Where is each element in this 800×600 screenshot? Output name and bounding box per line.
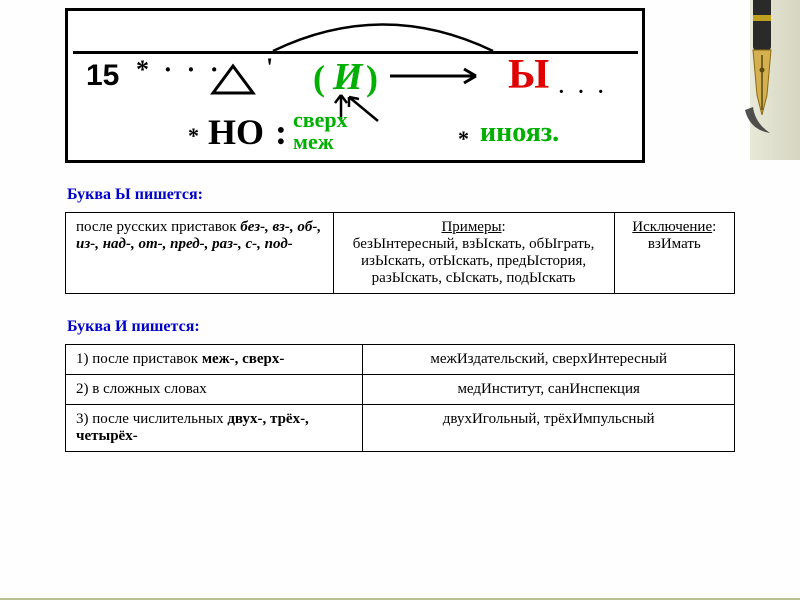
exception-label: Исключение xyxy=(632,219,712,235)
rule-prefix: 2) в сложных словах xyxy=(76,381,207,397)
arrow-right-icon xyxy=(388,66,488,86)
exception-cell: Исключение: взИмать xyxy=(614,213,734,294)
star-1: * xyxy=(188,123,199,149)
rule-prefix: 3) после числительных xyxy=(76,411,227,427)
diagram-number: 15 xyxy=(86,59,119,93)
section1-title: Буква Ы пишется: xyxy=(67,186,735,204)
example-cell: межИздательский, сверхИнтересный xyxy=(363,345,735,375)
rule-cell: 3) после числительных двух-, трёх-, четы… xyxy=(66,405,363,452)
examples-cell: Примеры: безЫнтересный, взЫскать, обЫгра… xyxy=(333,213,614,294)
diagram-dots-2: · · · xyxy=(558,81,608,104)
star-2: * xyxy=(458,126,469,152)
mezh-word: меж xyxy=(293,131,334,153)
rule-cell: после русских приставок без-, вз-, об-, … xyxy=(66,213,334,294)
example-cell: двухИгольный, трёхИмпульсный xyxy=(363,405,735,452)
rule-prefix: 1) после приставок xyxy=(76,351,202,367)
no-colon: : xyxy=(275,111,287,153)
content-area: Буква Ы пишется: после русских приставок… xyxy=(65,180,735,452)
no-word: НО xyxy=(208,111,264,153)
table-i: 1) после приставок меж-, сверх-межИздате… xyxy=(65,344,735,452)
rule-cell: 1) после приставок меж-, сверх- xyxy=(66,345,363,375)
table-y: после русских приставок без-, вз-, об-, … xyxy=(65,212,735,294)
horizontal-rule xyxy=(73,51,638,54)
rule-bold: меж-, сверх- xyxy=(202,351,285,367)
example-cell: медИнститут, санИнспекция xyxy=(363,375,735,405)
fountain-pen-icon xyxy=(715,0,795,135)
exception-text: взИмать xyxy=(648,236,701,252)
rule-diagram: 15 * · · · ' ( И ) Ы * НО : сверх меж * … xyxy=(65,8,645,163)
sverh-word: сверх xyxy=(293,109,348,131)
inoyaz-word: инояз. xyxy=(480,117,559,149)
arc-line xyxy=(268,13,498,53)
examples-text: безЫнтересный, взЫскать, обЫграть, изЫск… xyxy=(353,236,595,286)
result-letter: Ы xyxy=(508,51,549,99)
section2-title: Буква И пишется: xyxy=(67,318,735,336)
triangle-icon xyxy=(208,61,258,96)
rule-prefix: после русских приставок xyxy=(76,219,240,235)
rule-cell: 2) в сложных словах xyxy=(66,375,363,405)
diagram-tick: ' xyxy=(266,53,273,83)
examples-label: Примеры xyxy=(441,219,501,235)
